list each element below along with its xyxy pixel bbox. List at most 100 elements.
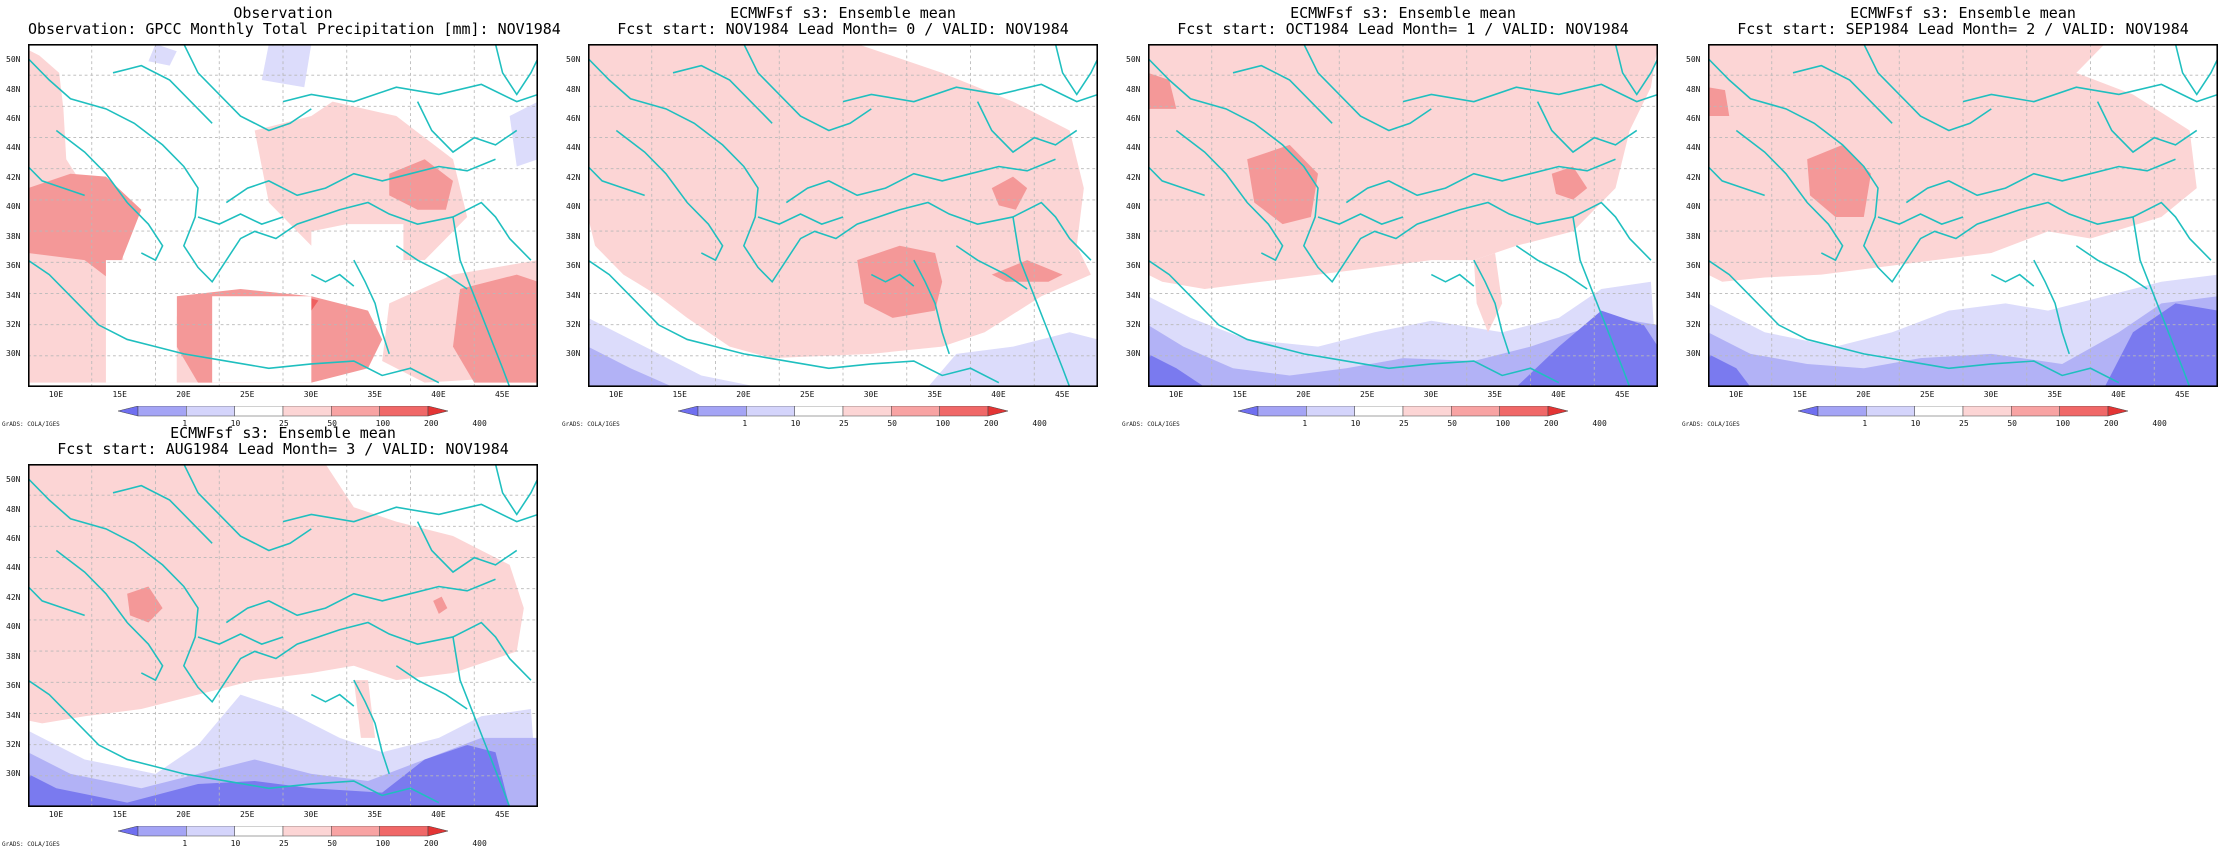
- colorbar-segment: [842, 406, 892, 417]
- colorbar-label: 10: [230, 839, 241, 848]
- precip-shade-pos1: [353, 680, 376, 738]
- lat-tick-label: 48N: [1686, 84, 1701, 94]
- lon-tick-label: 10E: [48, 810, 64, 819]
- colorbar-label: 200: [1544, 419, 1559, 428]
- lat-tick-label: 34N: [1126, 290, 1141, 300]
- map-panel: ECMWFsf s3: Ensemble mean Fcst start: AUG…: [2, 424, 562, 848]
- lon-tick-label: 15E: [112, 810, 127, 819]
- lat-tick-label: 44N: [1686, 143, 1701, 153]
- coastline: [112, 64, 213, 124]
- colorbar: [118, 406, 448, 417]
- lat-tick-label: 42N: [1126, 172, 1141, 182]
- lon-tick-label: 20E: [1856, 390, 1871, 399]
- map-panel: Observation Observation: GPCC Monthly Tot…: [2, 6, 562, 429]
- colorbar-label: 10: [230, 419, 241, 428]
- lat-tick-label: 36N: [6, 681, 21, 691]
- lat-tick-label: 40N: [6, 622, 21, 632]
- lat-tick-label: 40N: [1686, 202, 1701, 212]
- precip-shade-pos2: [1708, 87, 1730, 117]
- map-frame: [1148, 44, 1658, 387]
- lon-tick-label: 40E: [991, 390, 1006, 399]
- lat-tick-label: 30N: [1126, 349, 1141, 359]
- map-panel: ECMWFsf s3: Ensemble mean Fcst start: SEP…: [1682, 6, 2240, 428]
- lat-tick-label: 42N: [6, 592, 21, 602]
- coastline: [757, 213, 844, 225]
- lat-tick-label: 30N: [1686, 349, 1701, 359]
- precip-shade-pos2: [1247, 144, 1318, 225]
- panel-subtitle: Observation: GPCC Monthly Total Precipit…: [28, 20, 561, 38]
- colorbar-segment: [1499, 406, 1549, 417]
- panel-title: ECMWFsf s3: Ensemble mean: [170, 424, 396, 442]
- grads-credit: GrADS: COLA/IGES: [2, 421, 60, 428]
- colorbar-segment: [186, 406, 235, 417]
- lat-tick-label: 44N: [6, 563, 21, 573]
- colorbar-label: 200: [2104, 419, 2119, 428]
- coastline: [55, 129, 164, 262]
- colorbar-segment: [186, 826, 235, 837]
- precip-shade-pos2: [1148, 72, 1177, 109]
- colorbar-segment: [282, 406, 332, 417]
- coastline: [310, 693, 355, 707]
- lon-tick-label: 35E: [1487, 390, 1502, 399]
- coastline: [1345, 158, 1616, 204]
- colorbar-segment: [1866, 406, 1915, 417]
- colorbar-label: 100: [375, 839, 391, 848]
- lon-tick-label: 45E: [494, 390, 510, 399]
- lat-tick-label: 34N: [1686, 290, 1701, 300]
- colorbar-label: 1: [182, 419, 188, 428]
- colorbar-segment: [137, 406, 187, 417]
- precip-shade-pos2: [857, 245, 943, 318]
- lon-tick-label: 20E: [176, 390, 191, 399]
- coastline: [1905, 158, 2176, 204]
- lon-tick-label: 15E: [1792, 390, 1807, 399]
- colorbar-segment: [379, 406, 429, 417]
- colorbar-label: 50: [327, 419, 337, 428]
- coastline: [1054, 44, 1098, 96]
- precip-shade-pos1: [1708, 44, 2197, 282]
- colorbar-segment: [118, 826, 139, 837]
- coastline: [2075, 245, 2148, 290]
- coastline: [1990, 273, 2035, 287]
- lat-tick-label: 32N: [6, 319, 21, 329]
- coastline: [1962, 83, 2218, 103]
- colorbar-label: 25: [1959, 419, 1969, 428]
- coastline: [672, 64, 773, 124]
- colorbar-label: 25: [279, 839, 289, 848]
- colorbar-label: 25: [1399, 419, 1409, 428]
- precip-shade-neg1: [148, 44, 177, 66]
- lon-tick-label: 20E: [1296, 390, 1311, 399]
- coastline: [1317, 213, 1404, 225]
- colorbar-label: 50: [1447, 419, 1457, 428]
- colorbar-segment: [1306, 406, 1355, 417]
- lat-tick-label: 42N: [6, 172, 21, 182]
- colorbar-segment: [1914, 406, 1964, 417]
- precip-shade-pos2: [1551, 166, 1588, 200]
- coastline: [112, 484, 213, 544]
- coastline: [395, 245, 468, 290]
- coastline: [1708, 57, 2212, 284]
- lat-tick-label: 50N: [6, 475, 21, 485]
- lon-tick-label: 45E: [1054, 390, 1070, 399]
- coastline: [452, 216, 511, 387]
- lon-tick-label: 15E: [672, 390, 687, 399]
- coastline: [2132, 216, 2191, 387]
- colorbar-segment: [118, 406, 139, 417]
- colorbar-segment: [427, 826, 448, 837]
- lon-tick-label: 15E: [112, 390, 127, 399]
- lat-tick-label: 34N: [566, 290, 581, 300]
- lat-tick-label: 32N: [1686, 319, 1701, 329]
- precip-shade-neg2: [1708, 296, 2218, 387]
- colorbar-label: 100: [2055, 419, 2071, 428]
- lat-tick-label: 46N: [6, 534, 21, 543]
- coastline: [955, 245, 1028, 290]
- coastline: [2174, 44, 2218, 96]
- grads-credit: GrADS: COLA/IGES: [1682, 421, 1740, 428]
- colorbar-segment: [234, 826, 284, 837]
- coastline: [197, 213, 284, 225]
- coastline: [1735, 129, 1844, 262]
- map-frame: [28, 44, 538, 387]
- lat-tick-label: 40N: [6, 202, 21, 212]
- colorbar-label: 50: [327, 839, 337, 848]
- lon-tick-label: 30E: [863, 390, 879, 399]
- precip-shade-neg2: [588, 346, 673, 387]
